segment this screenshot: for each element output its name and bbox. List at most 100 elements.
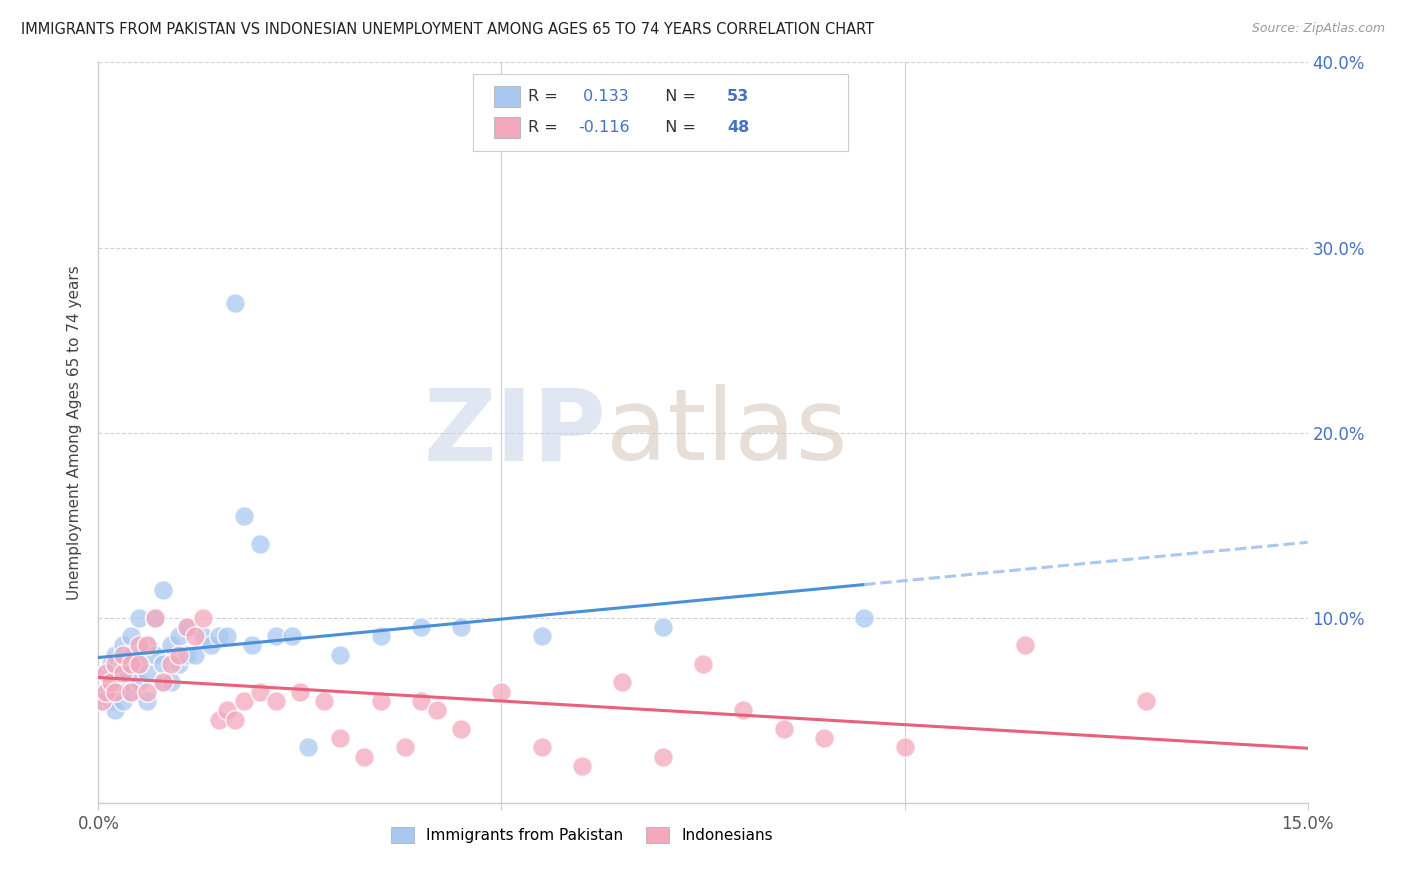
Point bbox=[103, 648, 125, 662]
Point bbox=[184, 629, 207, 643]
Point bbox=[813, 731, 835, 745]
Point bbox=[111, 657, 134, 671]
Point bbox=[120, 657, 142, 671]
Point bbox=[152, 675, 174, 690]
Point bbox=[353, 749, 375, 764]
Point bbox=[193, 629, 215, 643]
Text: 48: 48 bbox=[727, 120, 749, 135]
Point bbox=[120, 685, 142, 699]
Point bbox=[111, 694, 134, 708]
Text: 53: 53 bbox=[727, 89, 749, 104]
Point bbox=[167, 657, 190, 671]
Point bbox=[733, 703, 755, 717]
Point bbox=[329, 648, 352, 662]
Point bbox=[115, 666, 138, 681]
Point bbox=[853, 610, 876, 624]
Point bbox=[208, 713, 231, 727]
Point bbox=[167, 648, 190, 662]
Point bbox=[96, 685, 118, 699]
Point bbox=[160, 639, 183, 653]
Point bbox=[370, 629, 392, 643]
Point bbox=[135, 666, 157, 681]
Point bbox=[314, 694, 336, 708]
FancyBboxPatch shape bbox=[474, 73, 848, 152]
Point bbox=[120, 685, 142, 699]
Point bbox=[91, 694, 114, 708]
Point bbox=[571, 758, 593, 772]
Point bbox=[91, 694, 114, 708]
Point bbox=[135, 685, 157, 699]
Point bbox=[249, 536, 271, 550]
Point bbox=[530, 740, 553, 755]
Text: R =: R = bbox=[527, 89, 562, 104]
Point bbox=[217, 629, 239, 643]
Point bbox=[893, 740, 915, 755]
Point bbox=[111, 666, 134, 681]
Point bbox=[96, 685, 118, 699]
Point bbox=[103, 657, 125, 671]
Text: R =: R = bbox=[527, 120, 562, 135]
Point bbox=[217, 703, 239, 717]
Point bbox=[651, 620, 673, 634]
Point bbox=[249, 685, 271, 699]
Text: ZIP: ZIP bbox=[423, 384, 606, 481]
Point bbox=[1014, 639, 1036, 653]
Point bbox=[135, 694, 157, 708]
Point bbox=[491, 685, 513, 699]
Point bbox=[450, 620, 472, 634]
Point bbox=[143, 610, 166, 624]
Point bbox=[176, 620, 198, 634]
Point bbox=[120, 629, 142, 643]
FancyBboxPatch shape bbox=[494, 117, 520, 138]
Point bbox=[184, 648, 207, 662]
Point bbox=[100, 657, 122, 671]
Point bbox=[193, 610, 215, 624]
Point bbox=[128, 639, 150, 653]
Point bbox=[143, 610, 166, 624]
Point bbox=[370, 694, 392, 708]
Text: IMMIGRANTS FROM PAKISTAN VS INDONESIAN UNEMPLOYMENT AMONG AGES 65 TO 74 YEARS CO: IMMIGRANTS FROM PAKISTAN VS INDONESIAN U… bbox=[21, 22, 875, 37]
Point bbox=[128, 610, 150, 624]
Point bbox=[612, 675, 634, 690]
Point bbox=[100, 694, 122, 708]
Point bbox=[103, 703, 125, 717]
Point bbox=[143, 648, 166, 662]
FancyBboxPatch shape bbox=[494, 87, 520, 107]
Point bbox=[128, 675, 150, 690]
Point bbox=[200, 639, 222, 653]
Point bbox=[107, 666, 129, 681]
Point bbox=[224, 713, 246, 727]
Point bbox=[394, 740, 416, 755]
Point bbox=[176, 620, 198, 634]
Point bbox=[96, 666, 118, 681]
Point bbox=[103, 675, 125, 690]
Point bbox=[409, 620, 432, 634]
Point bbox=[128, 657, 150, 671]
Text: N =: N = bbox=[655, 120, 700, 135]
Point bbox=[96, 666, 118, 681]
Point bbox=[329, 731, 352, 745]
Point bbox=[111, 675, 134, 690]
Point bbox=[409, 694, 432, 708]
Point bbox=[111, 648, 134, 662]
Point bbox=[152, 582, 174, 597]
Point bbox=[264, 629, 287, 643]
Point bbox=[651, 749, 673, 764]
Point bbox=[264, 694, 287, 708]
Point bbox=[224, 296, 246, 310]
Point bbox=[232, 694, 254, 708]
Point bbox=[288, 685, 311, 699]
Legend: Immigrants from Pakistan, Indonesians: Immigrants from Pakistan, Indonesians bbox=[384, 820, 780, 851]
Text: N =: N = bbox=[655, 89, 700, 104]
Point bbox=[450, 722, 472, 736]
Point bbox=[120, 648, 142, 662]
Point bbox=[152, 675, 174, 690]
Point bbox=[160, 675, 183, 690]
Point bbox=[530, 629, 553, 643]
Point bbox=[772, 722, 794, 736]
Point bbox=[160, 657, 183, 671]
Point bbox=[111, 639, 134, 653]
Text: atlas: atlas bbox=[606, 384, 848, 481]
Point bbox=[167, 629, 190, 643]
Point bbox=[1135, 694, 1157, 708]
